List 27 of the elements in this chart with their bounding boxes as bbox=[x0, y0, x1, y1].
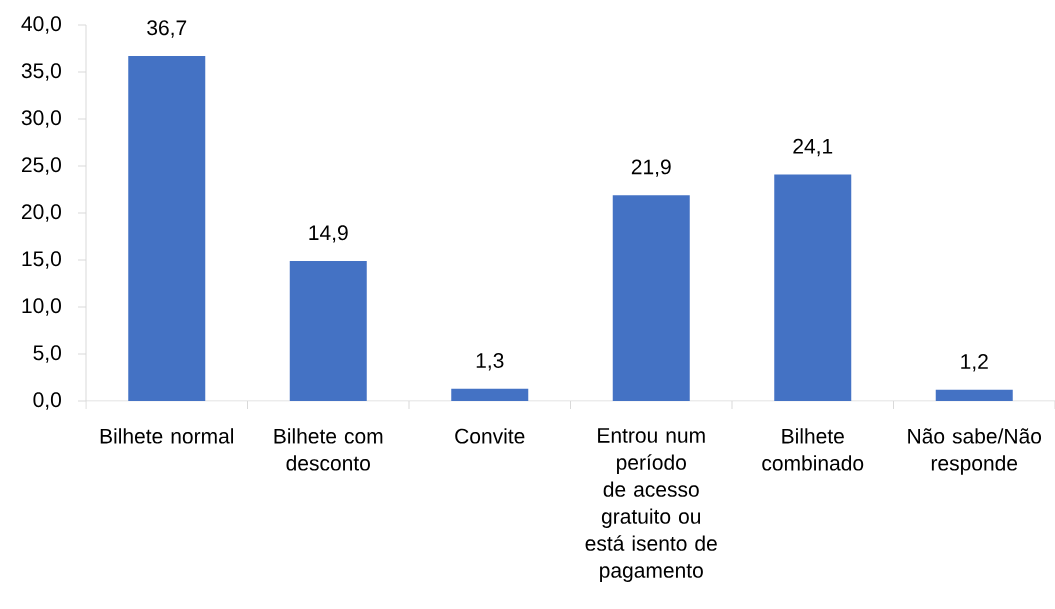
data-label: 14,9 bbox=[309, 225, 348, 243]
y-tick-label: 25,0 bbox=[21, 157, 61, 175]
x-tick-label: Bilhete com desconto bbox=[274, 428, 383, 471]
y-tick-label: 15,0 bbox=[22, 251, 61, 269]
bar bbox=[128, 56, 206, 401]
bar bbox=[289, 260, 367, 401]
y-tick-label: 5,0 bbox=[33, 345, 61, 363]
x-tick-label: Convite bbox=[455, 428, 525, 444]
x-tick-label: Não sabe/Não responde bbox=[908, 428, 1042, 475]
bar bbox=[612, 195, 690, 401]
data-label: 1,3 bbox=[476, 353, 504, 371]
bar bbox=[451, 388, 529, 401]
y-tick-label: 40,0 bbox=[21, 16, 61, 34]
data-label: 1,2 bbox=[961, 354, 988, 372]
data-label: 21,9 bbox=[631, 159, 671, 177]
y-tick-label: 0,0 bbox=[33, 392, 61, 410]
bar bbox=[774, 174, 852, 401]
data-label: 36,7 bbox=[147, 20, 187, 38]
y-tick-label: 35,0 bbox=[21, 63, 61, 81]
y-tick-label: 10,0 bbox=[22, 298, 61, 316]
y-tick-label: 30,0 bbox=[21, 110, 61, 128]
data-label: 24,1 bbox=[793, 138, 833, 157]
y-tick-label: 20,0 bbox=[21, 204, 61, 222]
x-tick-label: Bilhete normal bbox=[100, 428, 234, 444]
x-tick-label: Entrou num período de acesso gratuito ou está isento de pagamento bbox=[585, 428, 717, 582]
bar bbox=[935, 389, 1013, 401]
x-tick-label: Bilhete combinado bbox=[762, 428, 864, 471]
